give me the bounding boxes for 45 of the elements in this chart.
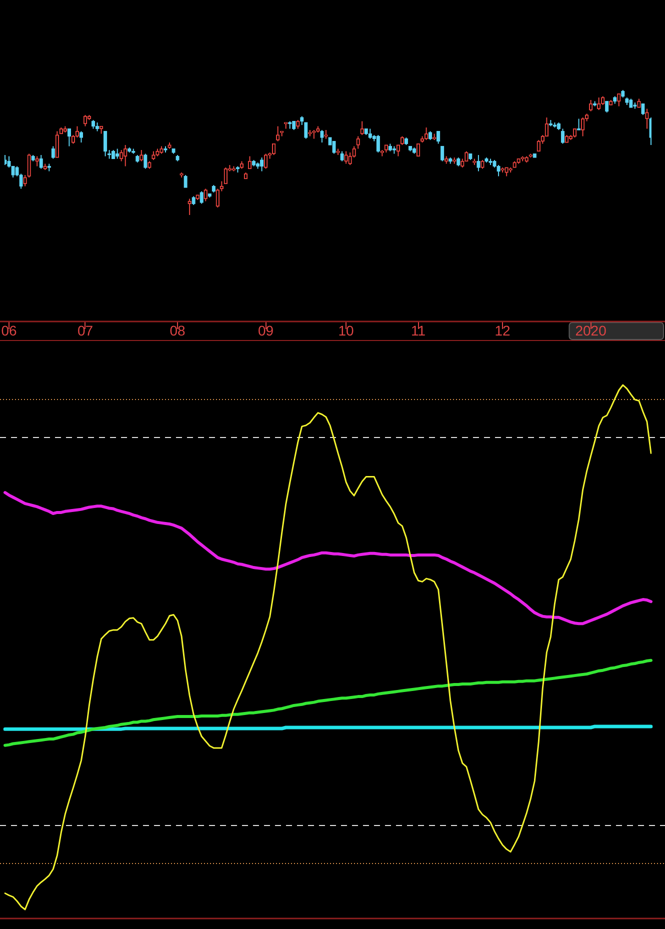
candlestick [304, 122, 308, 140]
x-tick-label: 11 [411, 322, 426, 338]
candlestick [645, 108, 649, 130]
candlestick [496, 164, 500, 177]
candlestick [27, 153, 31, 178]
candlestick [348, 152, 352, 166]
candlestick [79, 130, 84, 143]
candlestick [144, 153, 148, 170]
candlestick [204, 188, 208, 202]
candlestick [580, 117, 585, 137]
candlestick [368, 128, 372, 140]
candlestick [19, 173, 23, 190]
candlestick [340, 150, 344, 162]
candlestick [184, 174, 188, 188]
x-tick-label: 2020 [575, 322, 607, 338]
candlestick [560, 128, 565, 144]
candlestick [39, 154, 43, 170]
x-tick-label: 06 [1, 322, 18, 338]
x-tick-label: 08 [170, 322, 186, 338]
candlestick [140, 150, 144, 162]
candlestick [320, 130, 324, 143]
candlestick [120, 150, 124, 162]
candlestick [55, 130, 59, 158]
candlestick [356, 136, 360, 150]
candlestick [188, 198, 192, 216]
candlestick [216, 188, 220, 208]
candlestick [641, 103, 645, 116]
candlestick [276, 126, 280, 142]
candlestick [51, 146, 55, 160]
x-tick-label: 07 [77, 322, 94, 338]
x-tick-label: 12 [494, 322, 511, 338]
x-tick-label: 09 [258, 322, 274, 338]
candlestick [396, 144, 400, 157]
candlestick [103, 130, 108, 157]
candlestick [476, 154, 480, 172]
candlestick [440, 146, 444, 162]
candlestick [260, 157, 264, 172]
candlestick [23, 174, 27, 187]
candlestick [332, 140, 336, 154]
candlestick [200, 190, 204, 204]
candlestick [264, 153, 268, 170]
candlestick [344, 150, 348, 164]
x-tick-label: 10 [338, 322, 354, 338]
candlestick [15, 166, 19, 177]
candlestick [588, 100, 593, 112]
